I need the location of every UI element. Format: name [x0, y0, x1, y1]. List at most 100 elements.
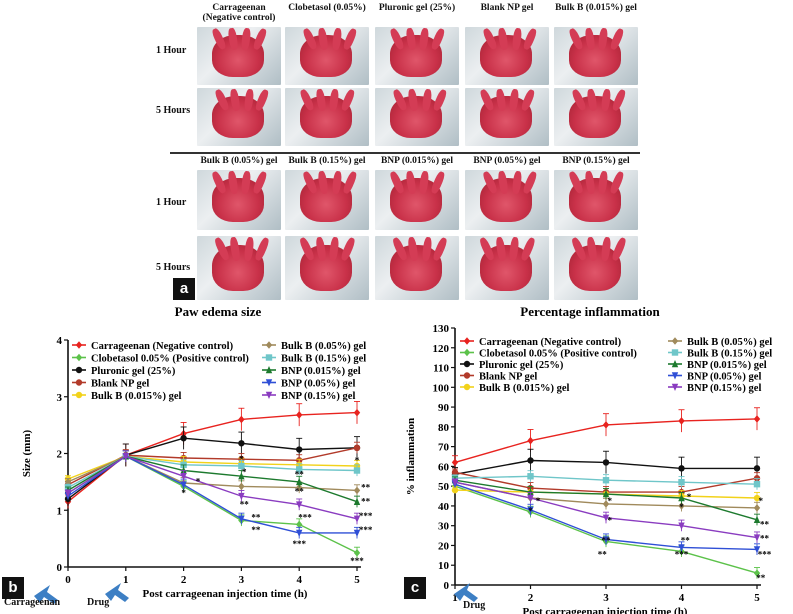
x-tick-label: 0 [65, 574, 71, 586]
significance-label: *** [298, 512, 312, 522]
significance-label: * [181, 488, 186, 498]
carrageenan-arrow-icon [34, 585, 58, 604]
photo-bottom-5h [197, 236, 281, 300]
data-point [238, 415, 245, 424]
toe-shape [342, 170, 359, 195]
x-axis-label: Post carrageenan injection time (h) [143, 588, 308, 600]
y-tick-label: 80 [438, 422, 450, 434]
legend-label: Carrageenan (Negative control) [479, 337, 622, 348]
photo-top-5h [554, 88, 638, 146]
series-line [67, 455, 358, 492]
data-point [753, 534, 761, 542]
data-point [753, 569, 761, 577]
legend-swatch-marker [75, 366, 83, 374]
photo-top-5h [375, 88, 459, 146]
photo-bottom-1h [285, 170, 369, 230]
significance-label: ** [756, 573, 766, 583]
significance-label: ** [602, 535, 612, 545]
photo-top-1h [375, 27, 459, 85]
panel-a-letter: a [173, 278, 195, 300]
data-point [353, 444, 361, 452]
legend-swatch-marker [75, 379, 83, 386]
legend-label: Pluronic gel (25%) [91, 366, 176, 377]
significance-label: *** [350, 556, 364, 566]
legend-label: Bulk B (0.05%) gel [281, 341, 366, 352]
x-tick-label: 3 [603, 592, 609, 604]
photo-bottom-1h [197, 170, 281, 230]
y-tick-label: 1 [57, 505, 63, 517]
y-tick-label: 3 [57, 392, 63, 404]
legend-swatch-marker [671, 360, 679, 368]
panel-c-letter: c [404, 577, 426, 599]
x-tick-label: 1 [123, 574, 129, 586]
data-point [753, 494, 761, 502]
legend-swatch-marker [463, 337, 471, 345]
top-column-label: Carrageenan (Negative control) [202, 3, 276, 23]
toe-shape [611, 88, 627, 112]
photo-bottom-5h [465, 236, 549, 300]
data-point [353, 467, 361, 474]
data-point [238, 440, 245, 447]
legend-swatch-marker [671, 383, 679, 391]
y-tick-label: 60 [438, 461, 450, 473]
data-point [180, 481, 187, 489]
data-point [678, 494, 685, 502]
drug-arrow-icon [105, 583, 129, 602]
legend-swatch-marker [75, 341, 83, 349]
chart-title: Percentage inflammation [520, 304, 660, 319]
data-point [753, 480, 761, 488]
photo-bottom-1h [465, 170, 549, 230]
legend-swatch-marker [75, 391, 83, 399]
data-point [451, 469, 459, 476]
significance-label: *** [292, 539, 306, 549]
legend-swatch-marker [463, 348, 471, 357]
data-point [678, 522, 685, 530]
data-point [753, 415, 761, 423]
significance-label: ** [760, 520, 770, 530]
photo-bottom-5h [554, 236, 638, 300]
legend-label: Bulk B (0.05%) gel [687, 337, 772, 348]
photo-top-1h [285, 27, 369, 85]
x-axis-label: Post carrageenan injection time (h) [523, 606, 688, 614]
data-point [451, 458, 459, 467]
data-point [296, 446, 303, 453]
y-tick-label: 40 [438, 501, 450, 513]
data-point [238, 482, 245, 491]
y-axis-label: % inflammation [405, 418, 417, 495]
y-tick-label: 120 [433, 343, 450, 355]
bottom-column-label: Bulk B (0.15%) gel [288, 156, 366, 166]
data-point [678, 544, 685, 552]
significance-label: * [528, 506, 533, 516]
significance-label: ** [760, 534, 770, 544]
data-point [527, 488, 534, 496]
data-point [678, 417, 685, 425]
data-point [678, 479, 685, 486]
significance-label: * [239, 454, 244, 464]
legend-label: BNP (0.015%) gel [281, 366, 361, 377]
data-point [296, 411, 303, 419]
y-tick-label: 130 [433, 323, 450, 335]
legend-swatch-marker [671, 372, 679, 380]
significance-label: * [536, 496, 541, 506]
significance-label: ** [361, 482, 371, 492]
toe-shape [432, 88, 448, 112]
legend-label: Bulk B (0.015%) gel [91, 391, 182, 402]
toe-shape [254, 88, 270, 112]
chart-title: Paw edema size [175, 304, 262, 319]
data-point [602, 536, 610, 544]
series-line [67, 455, 358, 554]
toe-shape [522, 170, 539, 195]
top-column-label: Blank NP gel [480, 3, 534, 13]
data-point [753, 465, 761, 472]
data-point [180, 434, 187, 442]
data-point [296, 477, 303, 486]
data-point [238, 492, 245, 501]
data-point [602, 490, 610, 498]
time-row-label: 1 Hour [156, 45, 187, 56]
photo-bottom-5h [375, 236, 459, 300]
toe-shape [342, 27, 358, 51]
legend-swatch-marker [463, 372, 471, 379]
significance-label: * [687, 492, 692, 502]
significance-label: * [355, 456, 360, 466]
y-tick-label: 30 [438, 521, 450, 533]
